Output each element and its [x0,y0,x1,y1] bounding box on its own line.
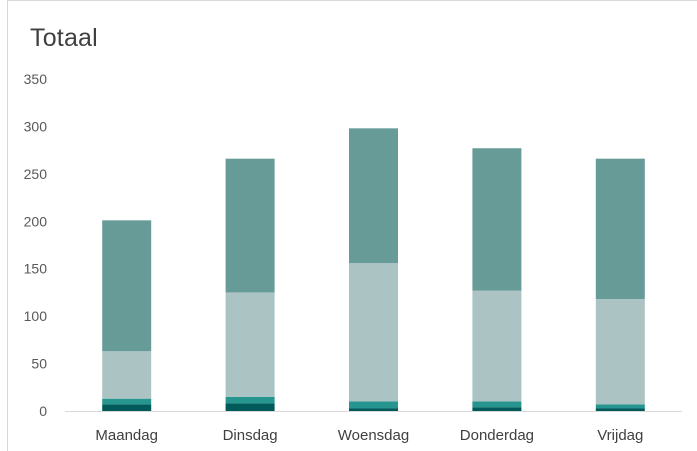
bar-segment-1 [472,407,522,411]
bar-segment-2 [595,404,645,409]
bar-segment-4 [595,158,645,300]
x-category-label: Donderdag [460,427,534,444]
bar-segment-1 [595,408,645,411]
bar-segment-3 [102,351,152,399]
y-tick-label: 150 [24,261,48,277]
y-tick-label: 200 [24,213,48,229]
bar-segment-3 [225,292,275,397]
bar-segment-3 [472,290,522,402]
x-category-label: Vrijdag [597,427,643,444]
x-category-label: Maandag [95,427,158,444]
bar-segment-2 [102,398,152,405]
chart-title: Totaal [30,24,98,52]
y-tick-label: 50 [31,356,47,372]
y-tick-label: 300 [24,118,48,134]
bar-segment-2 [349,401,398,409]
bar-segment-4 [349,128,398,264]
bar-segment-3 [595,299,645,405]
bar-segment-2 [472,401,522,408]
bar-segment-1 [225,403,275,411]
y-tick-label: 350 [24,71,48,87]
y-tick-label: 100 [24,308,48,324]
y-tick-label: 0 [39,403,47,419]
bar-segment-4 [225,158,275,293]
bar-segment-2 [225,396,275,404]
bar-segment-4 [472,148,522,291]
bar-segment-3 [349,263,398,402]
bar-segment-1 [102,404,152,411]
bar-segment-1 [349,408,398,411]
y-tick-label: 250 [24,166,48,182]
chart-frame-left-border [7,0,8,451]
x-category-label: Dinsdag [223,427,278,444]
x-category-label: Woensdag [338,427,409,444]
bar-segment-4 [102,220,152,352]
